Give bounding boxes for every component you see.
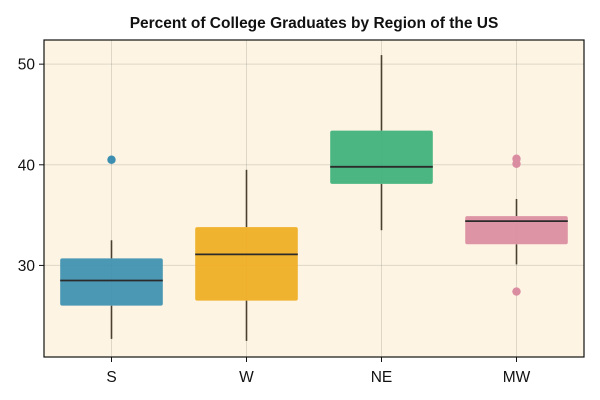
outlier-point	[512, 159, 521, 168]
x-tick-label: NE	[371, 369, 393, 386]
x-tick-label: MW	[503, 369, 531, 386]
outlier-point	[107, 155, 116, 164]
y-tick-label: 30	[18, 258, 36, 275]
axes: 30 40 50 S W NE MW	[18, 57, 531, 386]
y-tick-label: 50	[18, 57, 36, 74]
x-tick-label: S	[106, 369, 116, 386]
box-S	[60, 258, 163, 306]
box-MW	[465, 216, 568, 245]
chart-title: Percent of College Graduates by Region o…	[130, 15, 499, 32]
y-tick-label: 40	[18, 157, 36, 174]
box-NE	[330, 130, 433, 184]
box-series	[60, 55, 568, 341]
plot-area	[44, 40, 584, 357]
outlier-point	[512, 287, 521, 296]
plot-frame	[43, 39, 585, 358]
box-W	[195, 227, 298, 301]
x-tick-label: W	[239, 369, 254, 386]
